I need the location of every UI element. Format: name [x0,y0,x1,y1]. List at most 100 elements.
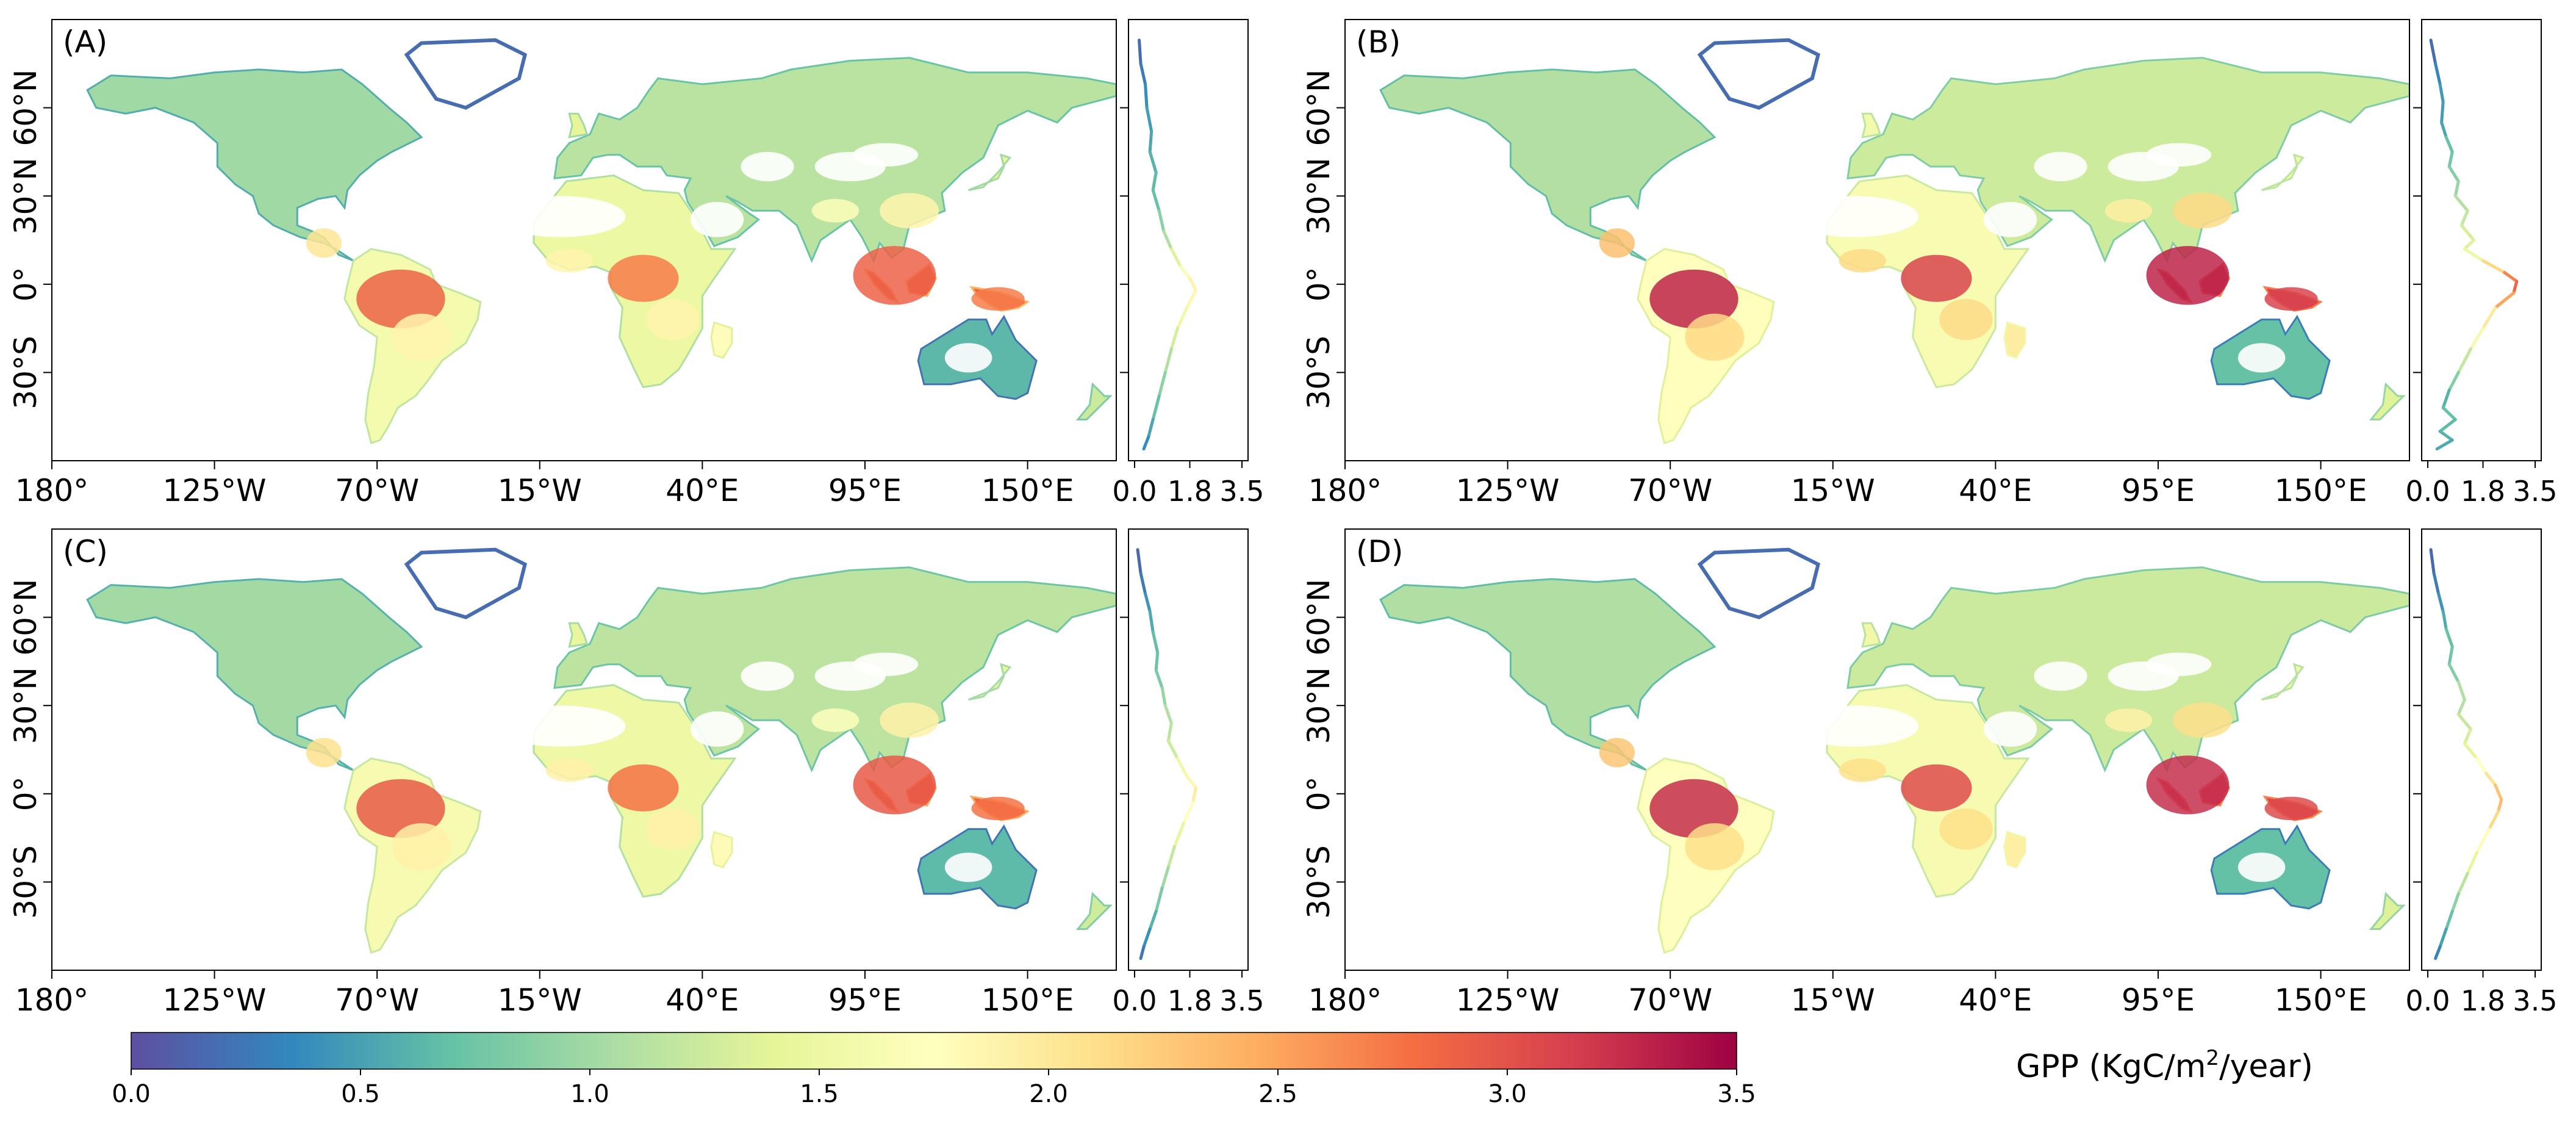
profile-segment [1148,910,1158,931]
greenland-ice [1697,547,1821,619]
x-tick-label: 15°W [498,473,582,508]
no-data-area [2146,143,2212,167]
productivity-hotspot [1649,269,1738,329]
x-tick-label: 125°W [163,473,267,508]
productivity-hotspot [1939,808,1993,850]
no-data-area [495,705,626,747]
landmass-new-zealand [2369,892,2406,930]
map-panel: (A) 180° 125°W 70°W 15°W 40°E 95°E 150°E 60°N 30°… [8,19,1265,508]
landmass-north-america [86,578,423,771]
map-panel: (B) 180° 125°W 70°W 15°W 40°E 95°E 150°E 60°N 30°… [1301,19,2558,508]
productivity-hotspot [646,298,700,340]
no-data-area [691,201,744,237]
profile-x-tick-label: 3.5 [2513,984,2557,1017]
profile-segment [2456,347,2472,374]
profile-segment [2447,370,2460,392]
no-data-area [1984,201,2037,237]
map-frame [51,528,1117,971]
profile-segment [2456,698,2466,716]
y-tick-label: 30°S [1301,845,1336,918]
profile-segment [2463,742,2478,760]
profile-segment [1154,650,1160,672]
y-tick-label: 0° [1301,776,1336,811]
profile-segment [1179,265,1192,280]
land-layer [86,547,1116,954]
profile-segment [2450,892,2460,913]
productivity-hotspot [1839,248,1887,273]
profile-x-tick-label: 1.8 [1168,984,1212,1017]
landmass-madagascar [2003,321,2026,359]
x-tick-label: 150°E [981,473,1074,508]
landmass-japan [968,663,1012,701]
x-tick-label: 40°E [666,473,739,508]
profile-segment [2497,798,2503,813]
no-data-area [1788,196,1919,237]
latitude-profile: 0.0 1.8 3.5 [2405,528,2558,1017]
profile-x-tick-label: 1.8 [1168,475,1212,508]
landmass-uk [568,622,589,648]
x-tick-label: 125°W [1456,473,1560,508]
profile-segment [2494,291,2516,309]
profile-segment [1169,326,1179,351]
productivity-hotspot [1901,764,1972,812]
no-data-area [741,151,794,182]
profile-segment [2441,388,2451,409]
x-tick-label: 15°W [1791,473,1875,508]
profile-segment [1175,306,1188,330]
landmass-new-zealand [1075,892,1113,930]
profile-segment [1163,347,1173,374]
x-tick-label: 15°W [1791,982,1875,1018]
profile-x-tick-label: 3.5 [1219,475,1264,508]
profile-segment [2435,438,2454,451]
productivity-hotspot [2173,193,2233,229]
profile-x-tick-label: 3.5 [1219,984,1264,1017]
profile-segment [1148,150,1158,175]
profile-segment [2456,680,2466,702]
productivity-hotspot [1939,298,1993,340]
y-tick-label: 0° [8,267,43,301]
profile-segment [2440,100,2445,124]
profile-segment [1138,38,1143,65]
productivity-hotspot [2173,702,2233,738]
x-tick-label: 70°W [1628,982,1712,1018]
greenland-ice [404,38,528,110]
no-data-area [1984,711,2037,747]
x-tick-label: 40°E [666,982,739,1018]
profile-segment [1185,774,1198,790]
no-data-area [944,343,992,373]
productivity-hotspot [1839,758,1887,782]
x-tick-label: 125°W [1456,982,1560,1018]
profile-segment [1154,668,1164,690]
profile-segment [1145,106,1153,133]
productivity-hotspot [2264,287,2318,311]
landmass-japan [968,153,1012,192]
profile-segment [1169,247,1182,268]
y-tick-label: 30°N [1301,667,1336,744]
landmass-uk [1861,112,1882,139]
landmass-japan [2261,153,2305,192]
profile-segment [2488,810,2500,831]
profile-segment [2485,771,2497,787]
landmass-madagascar [2003,831,2026,869]
profile-segment [1175,757,1188,778]
productivity-hotspot [545,248,594,273]
y-tick-label: 0° [1301,267,1336,301]
profile-segment [2444,627,2454,649]
no-data-area [2034,151,2087,182]
productivity-hotspot [2146,246,2230,305]
profile-segment [1160,865,1170,890]
profile-segment [2447,663,2460,684]
productivity-hotspot [1599,228,1635,258]
y-tick-label: 30°N [1301,157,1336,234]
greenland-ice [404,547,528,619]
profile-x-tick-label: 0.0 [1112,984,1157,1017]
land-layer [86,38,1116,445]
profile-segment [1166,721,1173,743]
y-tick-label: 30°N [8,157,43,234]
profile-segment [1163,704,1173,725]
profile-segment [2429,548,2436,575]
profile-segment [2512,279,2519,295]
profile-segment [2481,306,2497,330]
colorbar-tick-label: 0.0 [112,1080,151,1108]
